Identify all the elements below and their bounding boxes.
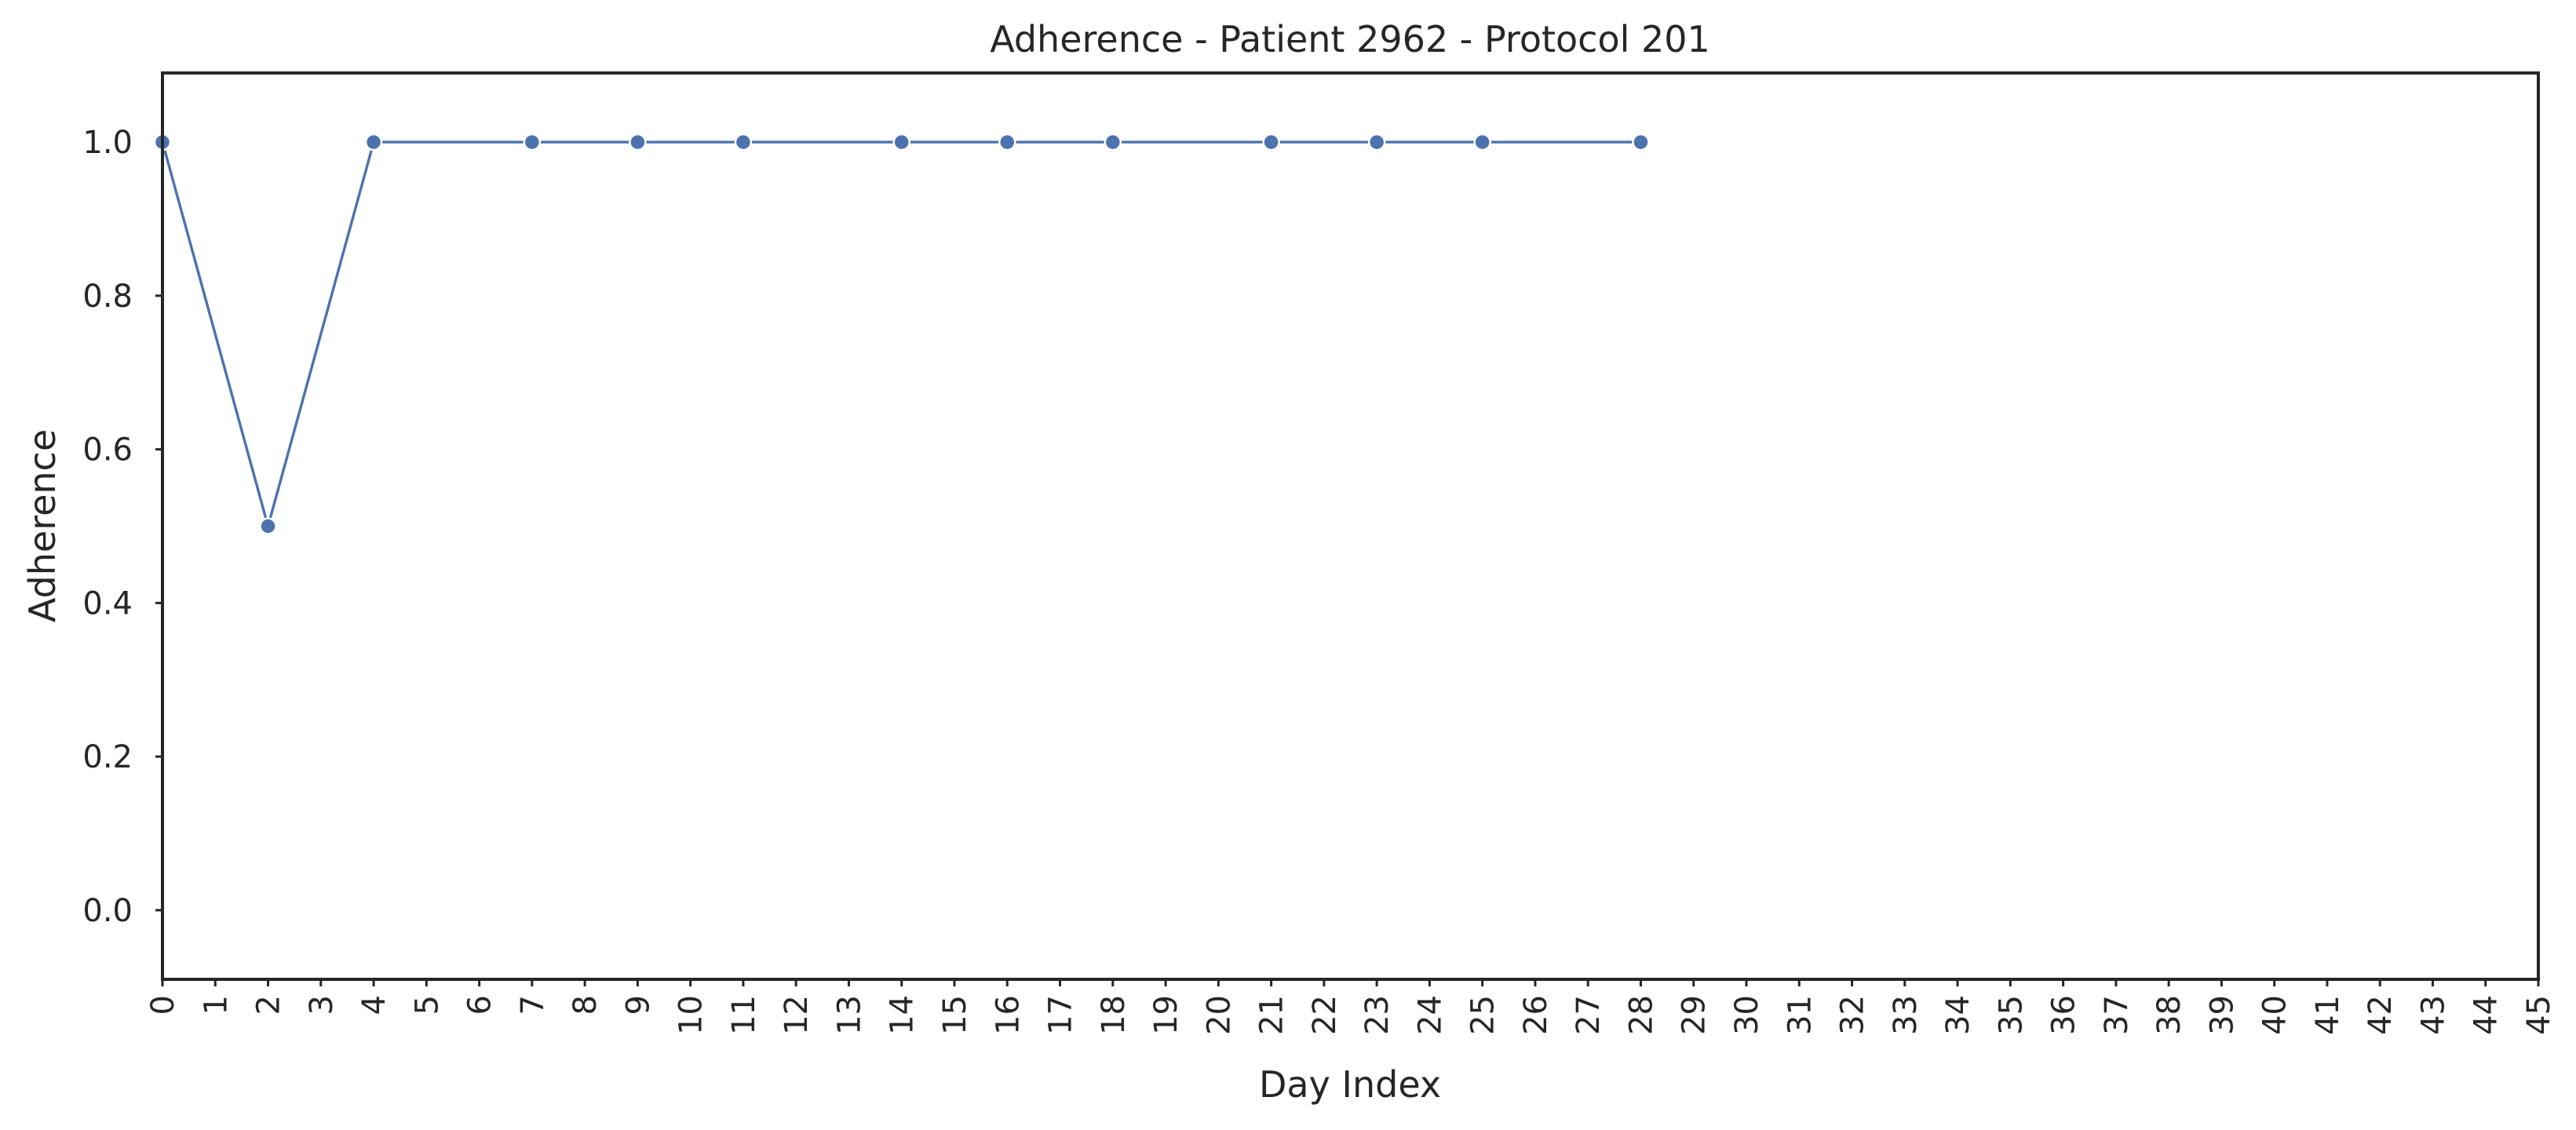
x-tick-label: 24 <box>1412 995 1448 1035</box>
x-tick-label: 7 <box>515 995 551 1015</box>
x-tick-label: 33 <box>1888 995 1924 1035</box>
data-point <box>892 133 910 151</box>
series-layer <box>153 133 1650 535</box>
x-tick-label: 37 <box>2099 995 2135 1035</box>
x-tick-label: 34 <box>1940 995 1976 1035</box>
x-tick-label: 2 <box>251 995 287 1015</box>
y-tick-label: 0.6 <box>82 432 133 468</box>
series-line <box>161 140 1641 531</box>
plot-frame <box>161 71 2540 981</box>
x-tick-label: 17 <box>1043 995 1079 1035</box>
data-point <box>734 133 753 151</box>
x-tick-label: 1 <box>198 995 234 1015</box>
x-tick-label: 5 <box>409 995 445 1015</box>
x-tick-label: 30 <box>1729 995 1765 1035</box>
x-tick-label: 14 <box>885 995 921 1035</box>
x-tick-label: 43 <box>2415 995 2451 1035</box>
x-tick-label: 6 <box>462 995 498 1015</box>
data-point <box>1367 133 1386 151</box>
y-axis-label: Adherence <box>21 429 64 622</box>
x-tick-label: 4 <box>356 995 392 1015</box>
x-axis-ticks: 0 1 2 3 4 5 6 7 8 9 10 11 12 13 14 15 16 17 18 19 20 21 22 23 24… <box>145 979 2557 1035</box>
x-tick-label: 29 <box>1677 995 1713 1035</box>
x-tick-label: 39 <box>2204 995 2240 1035</box>
x-tick-label: 0 <box>145 995 181 1015</box>
x-tick-label: 41 <box>2310 995 2346 1035</box>
y-tick-label: 0.0 <box>82 893 133 929</box>
x-tick-label: 26 <box>1518 995 1554 1035</box>
x-tick-label: 11 <box>726 995 762 1035</box>
x-tick-label: 9 <box>620 995 656 1015</box>
x-tick-label: 45 <box>2521 995 2557 1035</box>
y-tick-label: 1.0 <box>82 125 133 161</box>
data-point <box>1473 133 1491 151</box>
x-tick-label: 23 <box>1359 995 1396 1035</box>
x-tick-label: 40 <box>2257 995 2293 1035</box>
x-tick-label: 12 <box>779 995 815 1035</box>
x-tick-label: 25 <box>1465 995 1501 1035</box>
x-tick-label: 21 <box>1254 995 1290 1035</box>
chart-title: Adherence - Patient 2962 - Protocol 201 <box>990 18 1710 60</box>
x-tick-label: 19 <box>1148 995 1184 1035</box>
x-tick-label: 16 <box>990 995 1026 1035</box>
x-tick-label: 35 <box>1993 995 2029 1035</box>
x-tick-label: 32 <box>1835 995 1871 1035</box>
x-tick-label: 42 <box>2363 995 2399 1035</box>
data-point <box>629 133 647 151</box>
y-tick-label: 0.8 <box>82 279 133 315</box>
x-tick-label: 15 <box>937 995 973 1035</box>
x-tick-label: 20 <box>1201 995 1237 1035</box>
data-point <box>1632 133 1650 151</box>
x-tick-label: 36 <box>2046 995 2082 1035</box>
data-point <box>364 133 383 151</box>
x-tick-label: 8 <box>567 995 604 1015</box>
x-tick-label: 13 <box>831 995 867 1035</box>
data-point <box>1104 133 1122 151</box>
y-tick-label: 0.4 <box>82 585 133 622</box>
x-tick-label: 44 <box>2468 995 2505 1035</box>
data-point <box>1262 133 1280 151</box>
x-tick-label: 31 <box>1782 995 1818 1035</box>
x-tick-label: 38 <box>2151 995 2187 1035</box>
x-tick-label: 18 <box>1096 995 1132 1035</box>
x-tick-label: 3 <box>304 995 340 1015</box>
x-axis-label: Day Index <box>1259 1063 1441 1106</box>
x-tick-label: 10 <box>673 995 710 1035</box>
data-point <box>259 517 277 535</box>
x-tick-label: 28 <box>1623 995 1659 1035</box>
data-point <box>523 133 542 151</box>
y-tick-label: 0.2 <box>82 739 133 775</box>
data-point <box>998 133 1016 151</box>
x-tick-label: 27 <box>1571 995 1607 1035</box>
y-axis-ticks: 0.0 0.2 0.4 0.6 0.8 1.0 <box>82 125 162 929</box>
x-tick-label: 22 <box>1307 995 1343 1035</box>
